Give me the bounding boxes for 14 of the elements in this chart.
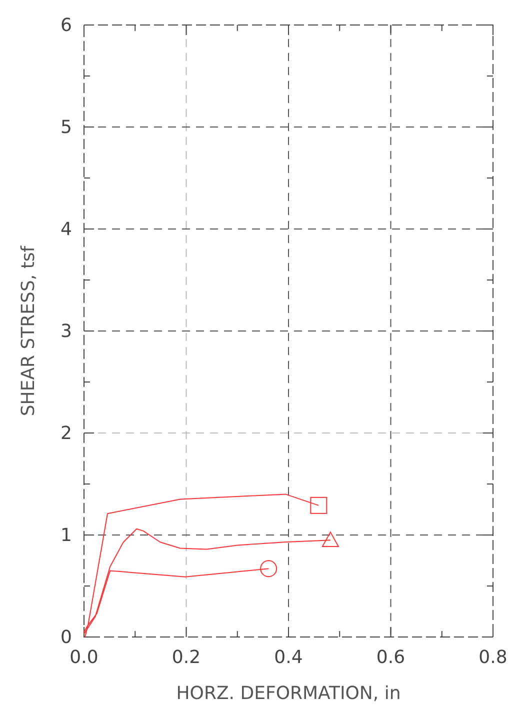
y-tick-label: 0 xyxy=(60,627,72,648)
y-tick-label: 2 xyxy=(60,423,72,444)
x-tick-label: 0.0 xyxy=(70,647,98,668)
x-tick-label: 0.2 xyxy=(172,647,201,668)
y-tick-label: 6 xyxy=(60,15,72,36)
y-tick-label: 3 xyxy=(60,321,72,342)
x-axis-title: HORZ. DEFORMATION, in xyxy=(176,683,401,704)
y-axis-title: SHEAR STRESS, tsf xyxy=(18,245,39,416)
y-tick-label: 4 xyxy=(60,219,72,240)
x-tick-label: 0.8 xyxy=(478,647,508,668)
x-tick-label: 0.6 xyxy=(376,647,406,668)
y-tick-label: 5 xyxy=(60,117,72,138)
y-tick-label: 1 xyxy=(60,525,72,546)
x-tick-label: 0.4 xyxy=(274,647,303,668)
